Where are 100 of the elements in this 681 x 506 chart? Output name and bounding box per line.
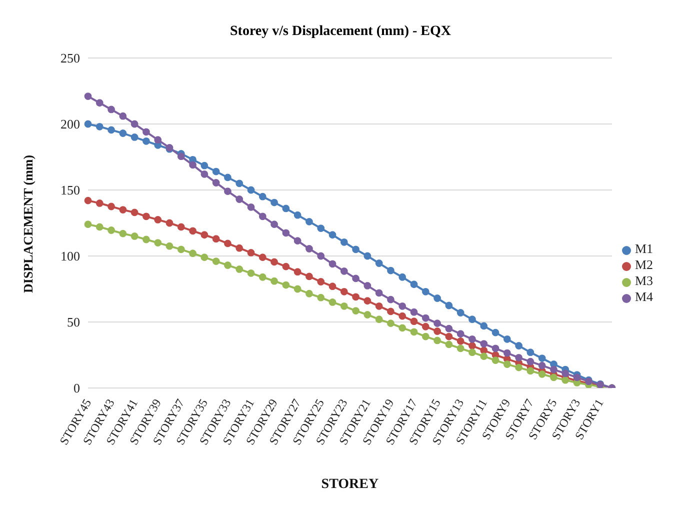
point: [270, 198, 278, 206]
point: [503, 360, 511, 368]
point: [177, 246, 185, 254]
point: [282, 262, 290, 270]
point: [434, 320, 441, 328]
point: [142, 236, 150, 244]
point: [387, 320, 394, 328]
point: [434, 336, 441, 344]
point: [526, 358, 534, 366]
point: [364, 297, 372, 305]
y-axis-title: DISPLACEMENT (mm): [20, 154, 36, 293]
point: [445, 332, 453, 340]
point: [258, 273, 266, 281]
point: [538, 370, 546, 378]
point: [96, 99, 104, 107]
legend-label: M2: [634, 257, 653, 272]
point: [166, 242, 174, 250]
point: [456, 344, 464, 352]
point: [200, 254, 208, 262]
point: [352, 246, 360, 254]
x-axis-title: STOREY: [321, 477, 379, 492]
point: [270, 258, 278, 266]
point: [189, 250, 196, 258]
point: [340, 238, 348, 246]
y-tick-label: 50: [67, 314, 80, 330]
point: [96, 200, 104, 207]
point: [352, 274, 360, 282]
point: [119, 206, 127, 214]
point: [503, 349, 511, 357]
point: [387, 308, 394, 316]
point: [328, 282, 336, 290]
point: [538, 362, 546, 370]
point: [434, 294, 441, 302]
point: [398, 273, 406, 281]
point: [515, 364, 522, 372]
point: [550, 366, 558, 374]
point: [294, 211, 302, 219]
chart-title: Storey v/s Displacement (mm) - EQX: [229, 23, 452, 41]
point: [306, 218, 313, 226]
point: [480, 352, 488, 360]
point: [236, 196, 244, 203]
point: [306, 272, 313, 280]
point: [515, 342, 522, 350]
legend-label: M3: [634, 273, 653, 288]
point: [410, 280, 418, 288]
point: [317, 294, 325, 302]
point: [224, 188, 232, 196]
point: [364, 282, 372, 290]
point: [247, 186, 255, 194]
point: [270, 220, 278, 228]
point: [434, 328, 441, 335]
point: [212, 179, 220, 186]
point: [177, 152, 185, 160]
point: [294, 268, 302, 276]
point: [189, 227, 196, 235]
point: [236, 244, 244, 252]
point: [236, 180, 244, 188]
point: [224, 262, 232, 269]
point: [317, 278, 325, 286]
point: [562, 376, 570, 384]
point: [410, 308, 418, 316]
point: [247, 269, 255, 277]
point: [282, 281, 290, 289]
legend-label: M4: [634, 289, 653, 304]
point: [492, 344, 500, 352]
point: [456, 330, 464, 338]
point: [189, 161, 196, 169]
point: [375, 302, 383, 310]
point: [108, 226, 115, 234]
point: [340, 302, 348, 310]
point: [445, 302, 453, 310]
point: [154, 216, 162, 224]
point: [154, 239, 162, 246]
point: [340, 288, 348, 296]
point: [445, 324, 453, 332]
point: [270, 277, 278, 285]
point: [480, 340, 488, 348]
point: [258, 254, 266, 262]
point: [258, 212, 266, 220]
y-tick-label: 150: [60, 182, 80, 198]
point: [375, 260, 383, 267]
point: [154, 136, 162, 144]
point: [142, 137, 150, 145]
y-tick-label: 0: [74, 380, 80, 396]
point: [119, 130, 127, 137]
point: [352, 307, 360, 314]
point: [96, 122, 104, 130]
point: [468, 342, 476, 350]
point: [212, 258, 220, 265]
point: [364, 252, 372, 260]
y-tick-label: 100: [60, 248, 80, 264]
point: [398, 302, 406, 310]
point: [108, 106, 115, 114]
point: [200, 170, 208, 178]
point: [328, 260, 336, 268]
point: [306, 290, 313, 298]
point: [398, 324, 406, 332]
point: [200, 231, 208, 239]
point: [503, 335, 511, 343]
point: [492, 356, 500, 364]
